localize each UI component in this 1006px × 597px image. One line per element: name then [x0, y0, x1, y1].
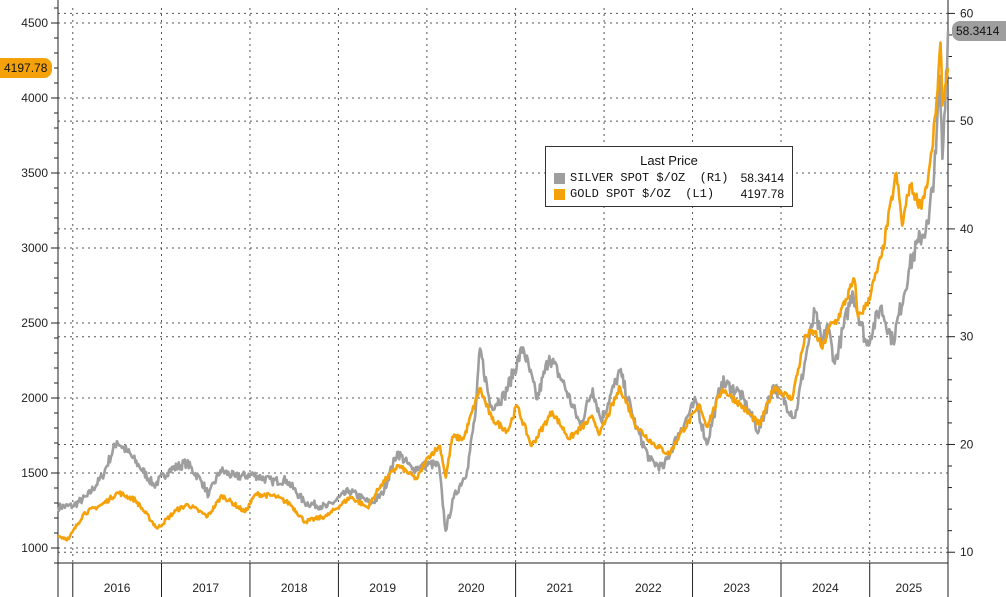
left-tick-label: 2500 [21, 316, 48, 330]
gold-last-value-badge: 4197.78 [0, 58, 52, 79]
x-tick-label: 2019 [369, 581, 396, 595]
legend-title: Last Price [640, 153, 698, 168]
gold-price-line [57, 41, 950, 542]
left-tick-label: 1000 [21, 541, 48, 555]
right-tick-label: 30 [960, 330, 974, 344]
x-tick-label: 2018 [281, 581, 308, 595]
left-tick-label: 4000 [21, 91, 48, 105]
x-tick-label: 2020 [458, 581, 485, 595]
legend-entry-value: 58.3414 [740, 171, 784, 185]
right-tick-label: 50 [960, 114, 974, 128]
right-axis: 10 20 30 40 50 60 [948, 6, 974, 559]
left-axis: 1000 1500 2000 2500 3000 3500 4000 4500 [21, 7, 58, 564]
legend: Last Price SILVER SPOT $/OZ (R1) 58.3414… [545, 146, 793, 207]
legend-entry-value: 4197.78 [740, 187, 784, 201]
right-tick-label: 10 [960, 545, 974, 559]
right-tick-label: 20 [960, 437, 974, 451]
legend-entry-gold: GOLD SPOT $/OZ (L1) 4197.78 [554, 186, 784, 202]
grid-lines [58, 8, 948, 563]
legend-entry-label: SILVER SPOT $/OZ (R1) [570, 171, 729, 185]
x-tick-label: 2016 [104, 581, 131, 595]
x-tick-label: 2022 [635, 581, 662, 595]
gold-swatch [554, 188, 565, 200]
silver-swatch [554, 172, 565, 184]
x-tick-label: 2023 [723, 581, 750, 595]
x-tick-label: 2024 [812, 581, 839, 595]
left-tick-label: 1500 [21, 466, 48, 480]
x-axis: 2016 2017 2018 2019 2020 2021 2022 2023 2024 2025 [72, 563, 923, 597]
left-tick-label: 4500 [21, 16, 48, 30]
legend-entry-silver: SILVER SPOT $/OZ (R1) 58.3414 [554, 170, 784, 186]
right-tick-label: 60 [960, 6, 974, 20]
x-tick-label: 2021 [546, 581, 573, 595]
x-tick-label: 2025 [896, 581, 923, 595]
left-tick-label: 2000 [21, 391, 48, 405]
left-tick-label: 3500 [21, 166, 48, 180]
silver-price-line [56, 31, 950, 532]
silver-last-value-badge: 58.3414 [952, 21, 1006, 42]
series-lines [56, 31, 950, 542]
right-tick-label: 40 [960, 222, 974, 236]
legend-entry-label: GOLD SPOT $/OZ (L1) [570, 187, 715, 201]
left-tick-label: 3000 [21, 241, 48, 255]
x-tick-label: 2017 [192, 581, 219, 595]
